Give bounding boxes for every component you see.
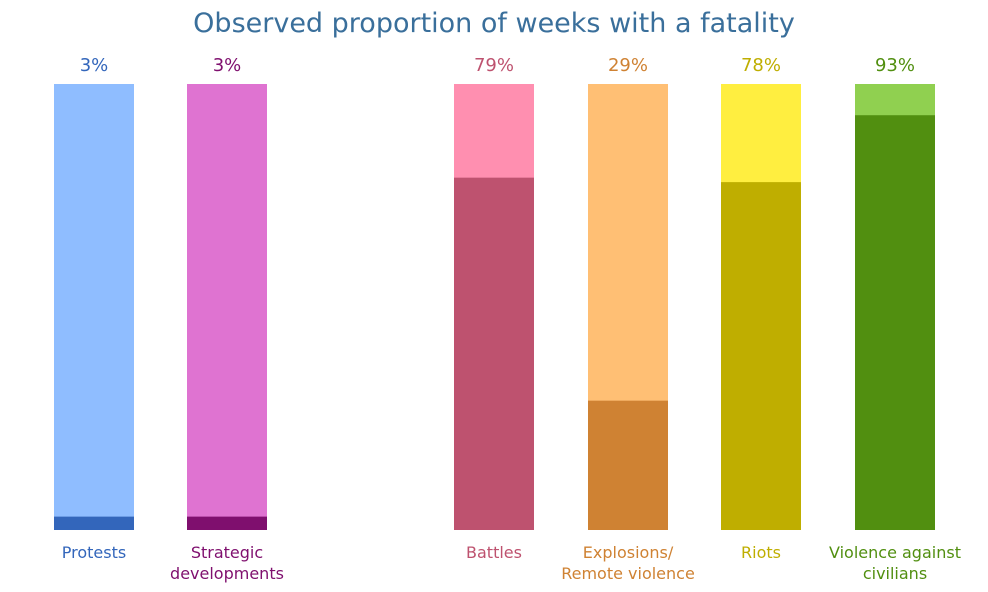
bar-group-violence-against-civilians: 93% Violence against civilians [829, 55, 961, 583]
category-label-line: civilians [863, 564, 927, 583]
category-label-line: Remote violence [561, 564, 695, 583]
bars-layer: 3% Protests 3% Strategic developments 79% Batt… [54, 55, 961, 583]
category-label-line: Riots [741, 543, 781, 562]
bar-value-protests [54, 516, 134, 530]
value-label-strategic-developments: 3% [213, 55, 242, 76]
category-label-strategic-developments: Strategic developments [170, 543, 284, 583]
category-label-violence-against-civilians: Violence against civilians [829, 543, 961, 583]
bar-background-strategic-developments [187, 84, 267, 530]
bar-value-battles [454, 177, 534, 530]
category-label-line: developments [170, 564, 284, 583]
bar-value-explosions-remote-violence [588, 400, 668, 530]
bar-group-battles: 79% Battles [454, 55, 534, 562]
bar-group-strategic-developments: 3% Strategic developments [170, 55, 284, 583]
bar-value-riots [721, 182, 801, 530]
category-label-battles: Battles [466, 543, 522, 562]
value-label-battles: 79% [474, 55, 514, 76]
bar-value-strategic-developments [187, 516, 267, 530]
bar-value-violence-against-civilians [855, 115, 935, 530]
category-label-protests: Protests [62, 543, 126, 562]
category-label-line: Battles [466, 543, 522, 562]
value-label-explosions-remote-violence: 29% [608, 55, 648, 76]
category-label-explosions-remote-violence: Explosions/Remote violence [561, 543, 695, 583]
bar-background-protests [54, 84, 134, 530]
category-label-line: Strategic [191, 543, 263, 562]
bar-group-riots: 78% Riots [721, 55, 801, 562]
bar-group-explosions-remote-violence: 29% Explosions/Remote violence [561, 55, 695, 583]
value-label-violence-against-civilians: 93% [875, 55, 915, 76]
value-label-protests: 3% [80, 55, 109, 76]
category-label-line: Violence against [829, 543, 961, 562]
value-label-riots: 78% [741, 55, 781, 76]
bar-group-protests: 3% Protests [54, 55, 134, 562]
category-label-line: Protests [62, 543, 126, 562]
chart-title: Observed proportion of weeks with a fata… [193, 8, 795, 39]
category-label-line: Explosions/ [583, 543, 674, 562]
category-label-riots: Riots [741, 543, 781, 562]
